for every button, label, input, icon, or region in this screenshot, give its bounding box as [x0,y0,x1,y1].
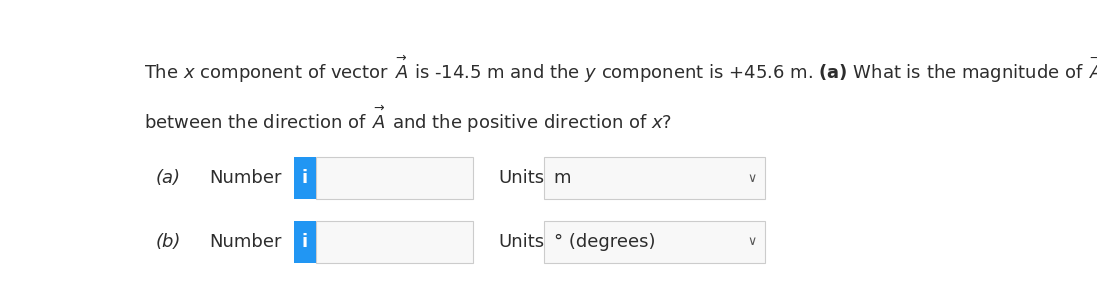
Text: i: i [302,233,308,251]
Text: Number: Number [210,233,282,251]
Text: i: i [302,169,308,187]
FancyBboxPatch shape [294,157,316,199]
Text: Units: Units [498,169,544,187]
Text: between the direction of $\overset{\rightarrow}{A}$ and the positive direction o: between the direction of $\overset{\righ… [144,103,672,135]
Text: Units: Units [498,233,544,251]
Text: (a): (a) [156,169,181,187]
Text: Number: Number [210,169,282,187]
Text: (b): (b) [156,233,181,251]
Text: The $x$ component of vector $\overset{\rightarrow}{A}$ is -14.5 m and the $y$ co: The $x$ component of vector $\overset{\r… [144,53,1097,85]
Text: m: m [554,169,572,187]
FancyBboxPatch shape [294,221,316,263]
FancyBboxPatch shape [316,221,473,263]
FancyBboxPatch shape [316,157,473,199]
Text: ∨: ∨ [747,235,757,248]
Text: ∨: ∨ [747,172,757,185]
Text: ° (degrees): ° (degrees) [554,233,655,251]
FancyBboxPatch shape [543,157,765,199]
FancyBboxPatch shape [543,221,765,263]
